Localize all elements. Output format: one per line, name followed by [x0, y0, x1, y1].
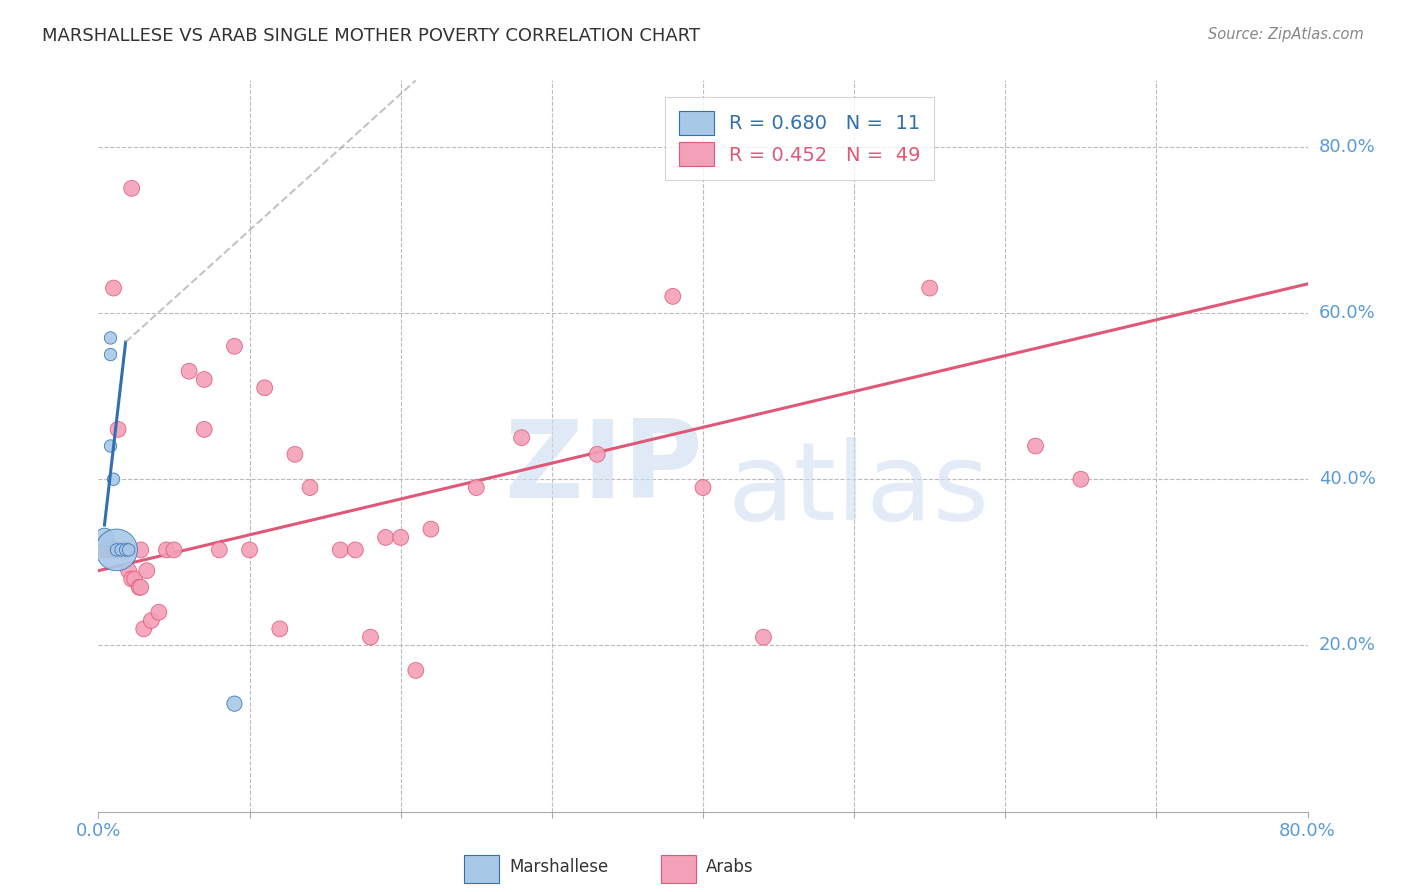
- Point: [91, 542, 114, 557]
- Point: [107, 422, 129, 436]
- Point: [329, 542, 352, 557]
- Point: [100, 439, 122, 453]
- Point: [105, 542, 128, 557]
- Point: [114, 542, 136, 557]
- Point: [148, 605, 170, 619]
- Point: [105, 542, 128, 557]
- Point: [224, 697, 246, 711]
- Point: [135, 564, 157, 578]
- Point: [128, 580, 150, 594]
- Text: Source: ZipAtlas.com: Source: ZipAtlas.com: [1208, 27, 1364, 42]
- Point: [344, 542, 367, 557]
- Point: [193, 372, 215, 386]
- Point: [118, 542, 141, 557]
- Point: [103, 472, 125, 486]
- Point: [692, 481, 714, 495]
- Point: [284, 447, 307, 461]
- Point: [103, 281, 125, 295]
- Point: [129, 542, 152, 557]
- Point: [586, 447, 609, 461]
- Point: [155, 542, 177, 557]
- Point: [239, 542, 262, 557]
- Text: MARSHALLESE VS ARAB SINGLE MOTHER POVERTY CORRELATION CHART: MARSHALLESE VS ARAB SINGLE MOTHER POVERT…: [42, 27, 700, 45]
- Point: [661, 289, 683, 303]
- Point: [389, 530, 412, 544]
- Point: [163, 542, 186, 557]
- Point: [100, 347, 122, 362]
- Point: [1024, 439, 1046, 453]
- Point: [110, 542, 132, 557]
- Point: [374, 530, 396, 544]
- Point: [114, 542, 136, 557]
- Point: [93, 530, 115, 544]
- Point: [253, 381, 276, 395]
- Point: [299, 481, 322, 495]
- Text: ZIP: ZIP: [505, 415, 703, 521]
- Text: 20.0%: 20.0%: [1319, 637, 1375, 655]
- Point: [1070, 472, 1092, 486]
- Point: [918, 281, 941, 295]
- Point: [419, 522, 441, 536]
- Point: [465, 481, 488, 495]
- Point: [141, 614, 163, 628]
- Point: [114, 542, 136, 557]
- Point: [405, 664, 427, 678]
- Point: [510, 431, 533, 445]
- Point: [269, 622, 291, 636]
- Point: [177, 364, 201, 378]
- Point: [193, 422, 215, 436]
- Point: [208, 542, 231, 557]
- Point: [118, 564, 141, 578]
- Point: [129, 580, 152, 594]
- Text: 80.0%: 80.0%: [1319, 137, 1375, 156]
- Point: [98, 542, 121, 557]
- Point: [752, 630, 775, 644]
- Point: [124, 572, 146, 586]
- Legend: R = 0.680   N =  11, R = 0.452   N =  49: R = 0.680 N = 11, R = 0.452 N = 49: [665, 97, 935, 180]
- Text: 60.0%: 60.0%: [1319, 304, 1375, 322]
- Text: Marshallese: Marshallese: [509, 858, 609, 876]
- Point: [103, 542, 125, 557]
- Point: [110, 542, 132, 557]
- Point: [107, 542, 129, 557]
- Text: atlas: atlas: [727, 437, 990, 543]
- Point: [121, 181, 143, 195]
- Text: Arabs: Arabs: [706, 858, 754, 876]
- Point: [105, 542, 128, 557]
- Point: [121, 572, 143, 586]
- Point: [224, 339, 246, 353]
- Text: 40.0%: 40.0%: [1319, 470, 1375, 488]
- Point: [132, 622, 155, 636]
- Point: [100, 331, 122, 345]
- Point: [360, 630, 382, 644]
